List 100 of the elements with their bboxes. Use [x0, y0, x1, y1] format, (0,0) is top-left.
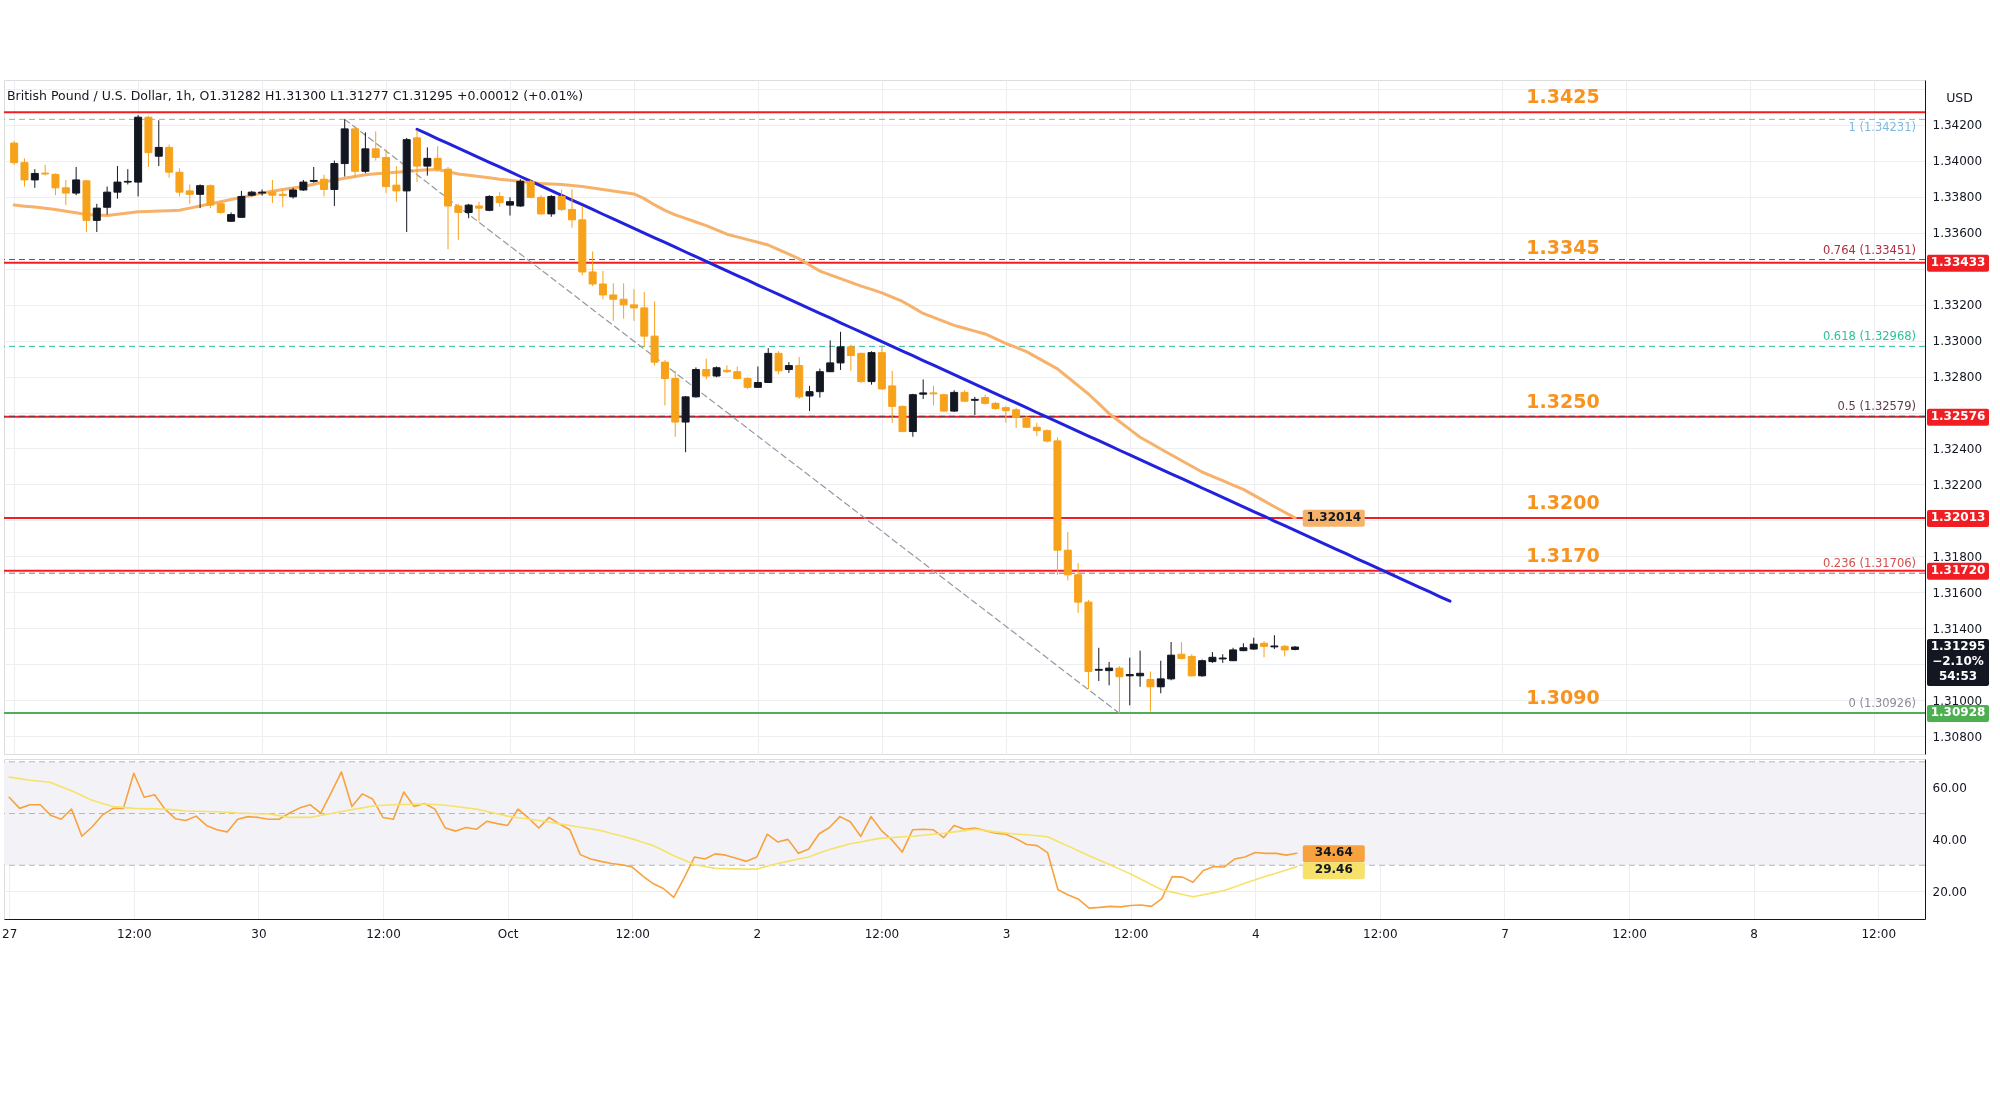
candlestick [1167, 641, 1176, 681]
x-tick-label: 12:00 [1363, 926, 1398, 941]
candlestick [660, 359, 669, 406]
x-tick-label: 12:00 [1113, 926, 1149, 941]
y-tick-label: 1.34200 [1932, 118, 1983, 133]
candlestick [888, 370, 897, 424]
candlestick [371, 130, 380, 162]
y-tick-label: 1.34000 [1932, 154, 1983, 169]
y-tick-label: 1.31000 [1932, 693, 1983, 708]
candlestick [753, 365, 762, 388]
candlestick [1187, 653, 1196, 678]
candlestick [567, 188, 576, 229]
text: British Pound / U.S. Dollar, 1h, O1.31282 H1.31300 L1.31277 C1.31295 +0.00012 (+0.01%) [7, 87, 584, 103]
x-tick-label: 27 [2, 926, 18, 941]
candlestick [702, 358, 711, 380]
candlestick [547, 194, 556, 218]
candlestick [846, 344, 855, 372]
candlestick [423, 146, 432, 177]
candlestick [919, 378, 928, 400]
annotation: 1.3345 [1526, 235, 1600, 258]
candlestick [805, 385, 814, 412]
x-tick-label: 12:00 [864, 926, 900, 941]
candlestick [588, 250, 597, 287]
candlestick [61, 179, 70, 206]
y-tick-label: 40.00 [1932, 832, 1967, 847]
line-series [415, 127, 1452, 603]
candlestick [185, 183, 194, 205]
candlestick [433, 145, 442, 172]
y-tick-label: 1.32800 [1932, 370, 1983, 385]
ref-line-label: 1.30928 [1930, 705, 1986, 720]
ref-line-label: 1.33433 [1930, 254, 1986, 269]
annotation: 1.3170 [1526, 543, 1600, 566]
annotation: 1.3250 [1526, 389, 1600, 412]
y-tick-label: 1.32200 [1932, 477, 1983, 492]
candlestick [598, 270, 607, 300]
candlestick [1146, 671, 1155, 712]
ref-line-label: 1.32013 [1930, 510, 1986, 525]
candlestick [175, 167, 184, 197]
candlestick [475, 201, 483, 222]
candlestick [268, 179, 277, 204]
candlestick [103, 186, 112, 216]
candlestick [1094, 647, 1103, 682]
candlestick [237, 190, 246, 219]
candlestick [10, 140, 19, 166]
annotation: 1.3090 [1526, 686, 1600, 709]
candlestick [361, 131, 370, 174]
candlestick [1115, 665, 1124, 714]
candlestick [557, 188, 566, 212]
candlestick [1012, 407, 1021, 429]
candlestick [320, 174, 329, 197]
ref-line-label: 1.32576 [1930, 408, 1986, 423]
data-label: 29.46 [1314, 862, 1353, 877]
ref-line-label: 0.5 (1.32579) [1837, 399, 1916, 414]
x-tick-label: 8 [1750, 926, 1758, 941]
candlestick [629, 288, 638, 322]
candlestick [929, 385, 938, 406]
text: 1.31295 −2.10% 54:53 [1930, 639, 1986, 684]
candlestick [30, 168, 39, 189]
y-tick-label: 1.33200 [1932, 298, 1983, 313]
candlestick [113, 165, 122, 200]
candlestick [1156, 660, 1165, 694]
y-tick-label: 1.33000 [1932, 334, 1983, 349]
candlestick [536, 194, 545, 216]
y-tick-label: 1.33600 [1932, 226, 1983, 241]
candlestick [154, 119, 163, 167]
candlestick [1105, 661, 1114, 686]
candlestick [774, 350, 783, 375]
candlestick [72, 166, 81, 196]
ref-line-label: 0.236 (1.31706) [1822, 556, 1916, 571]
candlestick [950, 389, 959, 413]
candlestick [392, 165, 401, 203]
annotation: 1.3200 [1526, 491, 1600, 514]
ref-line-label: 1 (1.34231) [1848, 120, 1916, 135]
x-tick-label: 4 [1251, 926, 1260, 941]
candlestick [970, 396, 979, 416]
x-tick-label: Oct [497, 926, 519, 941]
x-tick-label: 7 [1501, 926, 1509, 941]
candlestick [784, 361, 793, 374]
candlestick [196, 183, 205, 209]
data-label: 1.32014 [1306, 509, 1362, 524]
candlestick [258, 188, 267, 197]
y-tick-label: 1.32400 [1932, 441, 1983, 456]
y-tick-label: 1.33800 [1932, 190, 1983, 205]
y-tick-label: 20.00 [1932, 884, 1967, 899]
candlestick [505, 196, 514, 217]
candlestick [815, 368, 824, 399]
x-tick-label: 12:00 [615, 926, 651, 941]
candlestick [454, 203, 463, 241]
ref-line-label: 0 (1.30926) [1848, 696, 1916, 711]
annotation: 1.3425 [1526, 85, 1600, 108]
y-axis-title: USD [1946, 89, 1973, 105]
y-tick-label: 1.31400 [1932, 621, 1983, 636]
candlestick [619, 282, 628, 320]
ref-line-label: 1.31720 [1930, 562, 1986, 577]
x-tick-label: 12:00 [1612, 926, 1647, 941]
candlestick [826, 339, 835, 373]
candlestick [1260, 640, 1269, 658]
y-tick-label: 1.30800 [1932, 729, 1983, 744]
data-label: 34.64 [1314, 845, 1353, 860]
candlestick [206, 183, 215, 209]
